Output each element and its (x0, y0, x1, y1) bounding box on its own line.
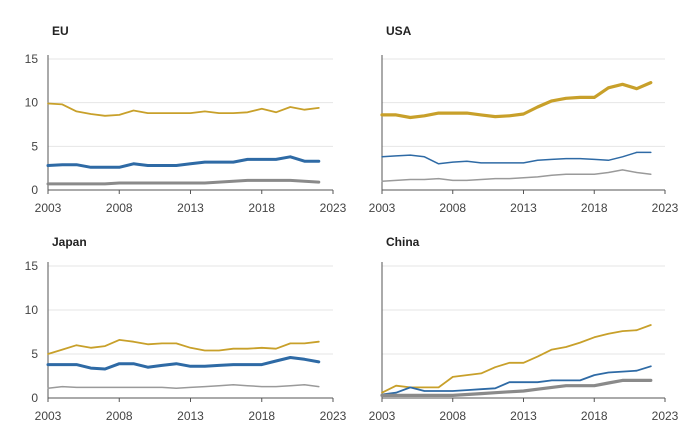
series-line-1 (47, 338, 320, 355)
x-tick-label: 2003 (35, 201, 62, 215)
x-tick-label: 2023 (652, 409, 679, 423)
x-tick-label: 2018 (581, 201, 608, 215)
series-line-3 (46, 178, 321, 186)
y-tick-label: 5 (31, 139, 38, 153)
x-tick-label: 2023 (320, 409, 347, 423)
x-tick-label: 2013 (177, 409, 204, 423)
panel-title: EU (52, 24, 69, 38)
x-tick-label: 2008 (439, 409, 466, 423)
x-tick-label: 2008 (106, 409, 133, 423)
x-tick-label: 2013 (510, 409, 537, 423)
x-tick-label: 2003 (369, 201, 396, 215)
series-line-1 (47, 102, 320, 117)
series-line-1 (381, 324, 652, 394)
x-tick-label: 2008 (106, 201, 133, 215)
x-tick-label: 2003 (369, 409, 396, 423)
panel-japan: Japan 0 5 10 15 2003 2008 2013 2018 2023 (25, 235, 347, 423)
panel-title: China (386, 235, 420, 249)
y-tick-label: 0 (31, 391, 38, 405)
y-tick-label: 10 (25, 96, 39, 110)
y-tick-label: 10 (25, 303, 39, 317)
x-tick-label: 2013 (177, 201, 204, 215)
panel-title: Japan (52, 235, 87, 249)
x-tick-label: 2023 (320, 201, 347, 215)
y-tick-label: 0 (31, 183, 38, 197)
panel-eu: EU 0 5 10 15 2003 2008 2013 2018 2023 (25, 24, 347, 215)
x-tick-label: 2018 (248, 409, 275, 423)
x-tick-label: 2018 (581, 409, 608, 423)
y-tick-label: 15 (25, 259, 39, 273)
y-tick-label: 15 (25, 52, 39, 66)
series-line-3 (381, 169, 652, 183)
panel-china: China 2003 2008 2013 2018 2023 (369, 235, 679, 423)
panel-usa: USA 2003 2008 2013 2018 2023 (369, 24, 679, 215)
x-tick-label: 2008 (439, 201, 466, 215)
x-tick-label: 2013 (510, 201, 537, 215)
x-tick-label: 2023 (652, 201, 679, 215)
series-line-1 (380, 80, 653, 120)
series-line-3 (380, 378, 653, 397)
series-line-2 (381, 151, 652, 165)
series-line-2 (381, 365, 652, 396)
y-tick-label: 5 (31, 347, 38, 361)
x-tick-label: 2003 (35, 409, 62, 423)
series-line-2 (46, 356, 321, 371)
series-line-2 (46, 155, 321, 169)
panel-title: USA (386, 24, 412, 38)
x-tick-label: 2018 (248, 201, 275, 215)
series-line-3 (47, 384, 320, 390)
